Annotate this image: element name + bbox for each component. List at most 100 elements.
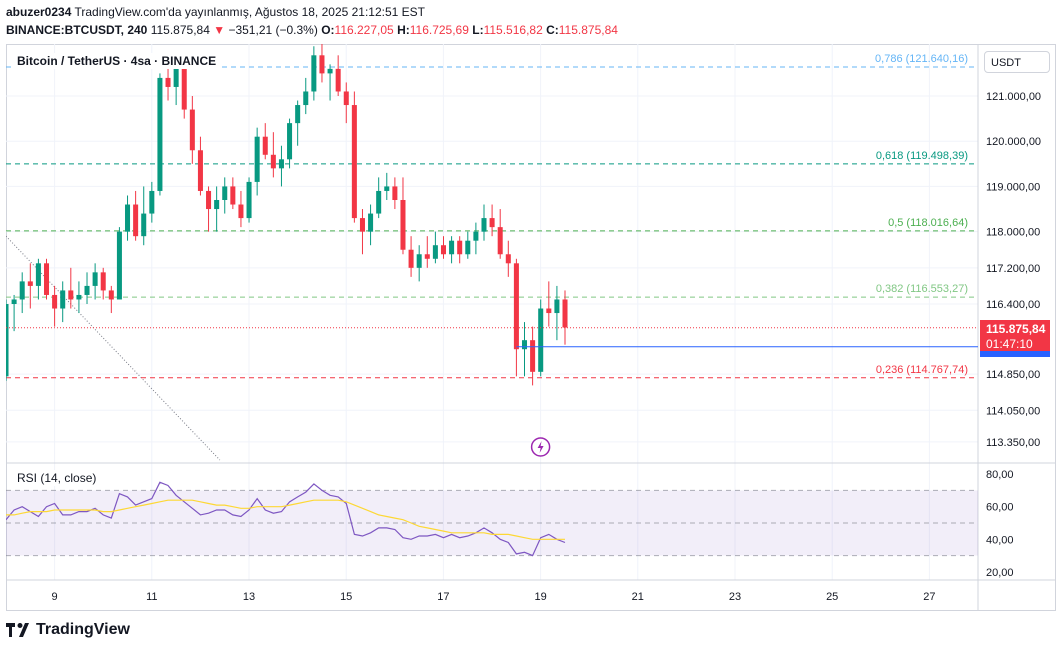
candle-body[interactable] [303, 91, 309, 106]
candle-body[interactable] [133, 204, 139, 237]
lightning-icon [537, 441, 544, 453]
candle-body[interactable] [546, 308, 552, 314]
candle-body[interactable] [108, 290, 114, 300]
y-tick-label: 119.000,00 [986, 181, 1040, 193]
y-tick-label: 121.000,00 [986, 91, 1041, 103]
candle-body[interactable] [376, 190, 382, 214]
candle-body[interactable] [408, 249, 414, 268]
trend-line[interactable] [6, 235, 221, 461]
candle-body[interactable] [368, 213, 374, 232]
candle-body[interactable] [68, 290, 74, 300]
candle-body[interactable] [359, 218, 365, 232]
candle-body[interactable] [189, 109, 195, 151]
candle-body[interactable] [116, 231, 122, 300]
candle-body[interactable] [100, 272, 106, 291]
chart-canvas[interactable]: 121.000,00 120.000,00 119.000,00 118.000,00… [6, 44, 1056, 611]
candle-body[interactable] [335, 68, 341, 92]
rsi-tick-label: 20,00 [986, 567, 1014, 579]
candle-body[interactable] [84, 285, 90, 295]
candle-body[interactable] [530, 340, 536, 372]
candle-body[interactable] [52, 294, 58, 309]
candle-body[interactable] [295, 105, 301, 124]
candle-body[interactable] [173, 68, 179, 87]
candle-body[interactable] [554, 299, 560, 314]
candle-body[interactable] [465, 240, 471, 255]
tradingview-logo-icon[interactable] [6, 623, 30, 637]
candle-body[interactable] [230, 186, 236, 205]
candle-body[interactable] [562, 299, 568, 328]
candle-body[interactable] [165, 77, 171, 87]
rsi-line [6, 481, 566, 557]
candle-body[interactable] [6, 304, 9, 377]
candle-body[interactable] [60, 290, 66, 309]
y-tick-label: 117.200,00 [986, 263, 1040, 275]
x-tick-label: 11 [146, 591, 157, 603]
candle-body[interactable] [141, 213, 147, 237]
y-tick-label: 113.350,00 [986, 437, 1040, 449]
candle-body[interactable] [35, 263, 41, 286]
candle-body[interactable] [473, 231, 479, 241]
candle-body[interactable] [351, 105, 357, 219]
open-value: 116.227,05 [334, 23, 394, 37]
candle-body[interactable] [497, 227, 503, 255]
x-tick-label: 13 [243, 591, 255, 603]
candle-body[interactable] [416, 254, 422, 268]
candle-body[interactable] [197, 150, 203, 191]
candle-countdown: 01:47:10 [986, 337, 1033, 351]
chart-header: abuzer0234 TradingView.com'da yayınlanmı… [6, 3, 1056, 41]
candle-body[interactable] [513, 263, 519, 350]
candle-body[interactable] [19, 281, 25, 300]
candle-body[interactable] [246, 181, 252, 219]
candle-body[interactable] [27, 281, 33, 286]
high-label: H: [397, 23, 410, 37]
candle-body[interactable] [262, 136, 268, 155]
fib-level-label: 0,786 (121.640,16) [875, 53, 968, 65]
candle-body[interactable] [481, 218, 487, 232]
candle-body[interactable] [424, 254, 430, 259]
candle-body[interactable] [392, 186, 398, 200]
x-tick-label: 23 [729, 591, 741, 603]
high-value: 116.725,69 [409, 23, 469, 37]
candle-body[interactable] [521, 340, 528, 350]
candle-body[interactable] [76, 294, 82, 300]
y-tick-label: 114.050,00 [986, 405, 1040, 417]
candle-body[interactable] [311, 55, 317, 92]
candle-body[interactable] [440, 245, 446, 255]
symbol-id: BINANCE:BTCUSDT, 240 [6, 23, 148, 37]
candle-body[interactable] [327, 68, 333, 74]
candle-body[interactable] [319, 55, 325, 74]
publish-info: TradingView.com'da yayınlanmış, Ağustos … [74, 5, 426, 19]
candle-body[interactable] [457, 240, 463, 255]
candle-body[interactable] [43, 263, 50, 295]
candle-body[interactable] [11, 299, 17, 304]
candle-body[interactable] [384, 186, 390, 191]
candle-body[interactable] [238, 204, 244, 219]
candle-body[interactable] [287, 123, 293, 160]
currency-button[interactable]: USDT [984, 51, 1050, 73]
author-name[interactable]: abuzer0234 [6, 5, 72, 19]
low-value: 115.516,82 [483, 23, 543, 37]
candle-body[interactable] [125, 204, 131, 232]
candle-body[interactable] [343, 91, 349, 106]
candle-body[interactable] [489, 218, 495, 228]
candle-body[interactable] [92, 272, 98, 286]
y-tick-label: 114.850,00 [986, 369, 1040, 381]
tradingview-logo-text[interactable]: TradingView [36, 621, 130, 638]
candle-body[interactable] [449, 240, 455, 255]
candle-body[interactable] [400, 200, 406, 250]
candle-body[interactable] [206, 190, 212, 210]
candle-body[interactable] [505, 254, 511, 264]
down-triangle-icon: ▼ [213, 23, 226, 37]
candle-body[interactable] [270, 154, 276, 169]
candle-body[interactable] [181, 68, 187, 110]
candle-body[interactable] [157, 77, 163, 191]
candle-body[interactable] [149, 190, 155, 214]
candle-body[interactable] [254, 136, 260, 182]
candle-body[interactable] [432, 245, 438, 259]
candle-body[interactable] [222, 186, 228, 200]
candle-body[interactable] [214, 200, 220, 210]
rsi-tick-label: 80,00 [986, 469, 1014, 481]
candle-body[interactable] [538, 308, 544, 372]
x-tick-label: 21 [632, 591, 644, 603]
candle-body[interactable] [278, 159, 284, 169]
